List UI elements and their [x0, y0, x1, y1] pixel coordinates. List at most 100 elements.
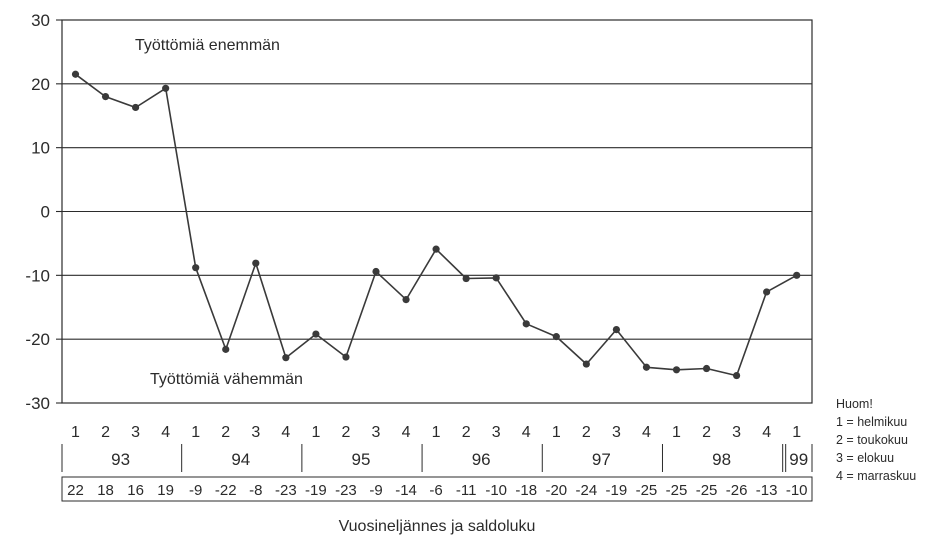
- year-label: 97: [592, 450, 611, 469]
- x-axis-table: 1 2 3 4 1 2 3 4 1 2 3 4 1 2 3 4 1 2 3 4 1 2 3 4 1 93 94 95 96 97 98 99 2…: [61, 424, 813, 502]
- saldo-value: -25: [636, 482, 658, 499]
- saldo-value: -20: [545, 482, 567, 499]
- year-label: 93: [111, 450, 130, 469]
- data-point: [432, 245, 440, 253]
- saldo-box: [61, 476, 813, 502]
- data-point: [763, 288, 771, 296]
- data-point: [312, 330, 320, 338]
- quarter-label: 3: [492, 424, 501, 441]
- saldo-value: -9: [189, 482, 202, 499]
- data-point: [402, 295, 410, 304]
- saldo-value: -6: [429, 482, 442, 499]
- quarter-label: 3: [732, 424, 741, 441]
- quarter-label: 2: [462, 424, 471, 441]
- note-item: 4 = marraskuu: [836, 469, 916, 483]
- saldo-value: -24: [576, 482, 598, 499]
- quarter-legend-note: Huom! 1 = helmikuu 2 = toukokuu 3 = elokuu 4…: [836, 397, 916, 483]
- saldo-value: -18: [515, 482, 537, 499]
- quarter-label: 2: [702, 424, 711, 441]
- quarter-label: 4: [281, 424, 290, 441]
- quarter-label: 3: [131, 424, 140, 441]
- quarter-label: 4: [642, 424, 651, 441]
- saldo-value: 22: [67, 482, 84, 499]
- saldo-value: -10: [786, 482, 808, 499]
- y-tick-label: 10: [31, 139, 50, 158]
- note-item: 2 = toukokuu: [836, 433, 908, 447]
- saldo-value: 19: [157, 482, 174, 499]
- data-point: [342, 353, 350, 361]
- y-tick-labels: 30 20 10 0 -10 -20 -30: [25, 11, 50, 413]
- year-label: 96: [472, 450, 491, 469]
- quarter-label: 3: [612, 424, 621, 441]
- quarter-label: 2: [582, 424, 591, 441]
- gridlines: [56, 19, 812, 404]
- saldo-value: -25: [666, 482, 688, 499]
- saldo-value: -23: [335, 482, 357, 499]
- saldo-value: -19: [305, 482, 327, 499]
- note-item: 1 = helmikuu: [836, 415, 907, 429]
- year-label: 99: [789, 450, 808, 469]
- y-tick-label: 30: [31, 11, 50, 30]
- data-point: [71, 70, 80, 78]
- quarter-label: 1: [432, 424, 441, 441]
- annotation-more-unemployed: Työttömiä enemmän: [135, 37, 280, 54]
- data-point: [462, 274, 470, 283]
- data-point: [552, 333, 560, 341]
- quarter-label: 3: [372, 424, 381, 441]
- quarter-label: 3: [251, 424, 260, 441]
- data-point: [192, 264, 200, 272]
- data-point: [612, 325, 621, 334]
- quarter-label: 1: [552, 424, 561, 441]
- axes: [61, 19, 813, 404]
- data-point: [702, 364, 711, 373]
- saldo-value: -11: [456, 482, 477, 499]
- quarter-label: 1: [792, 424, 801, 441]
- note-item: 3 = elokuu: [836, 451, 894, 465]
- series-line: [75, 73, 798, 377]
- data-point: [492, 274, 500, 282]
- data-point: [252, 259, 260, 267]
- data-point: [132, 103, 140, 112]
- quarter-label: 1: [191, 424, 200, 441]
- data-point: [793, 271, 801, 279]
- data-point: [282, 354, 290, 362]
- data-point: [162, 84, 170, 92]
- saldo-value: -25: [696, 482, 718, 499]
- year-label: 98: [712, 450, 731, 469]
- saldo-value: -19: [606, 482, 628, 499]
- quarter-label: 4: [522, 424, 531, 441]
- data-point: [642, 363, 651, 371]
- quarter-label: 1: [672, 424, 681, 441]
- data-series: [71, 70, 801, 380]
- year-label: 95: [352, 450, 371, 469]
- quarter-label: 1: [71, 424, 80, 441]
- data-point: [582, 360, 590, 368]
- quarter-label: 2: [101, 424, 110, 441]
- data-point: [372, 267, 380, 276]
- quarter-label: 4: [762, 424, 771, 441]
- saldo-value: -23: [275, 482, 297, 499]
- year-label: 94: [231, 450, 250, 469]
- saldo-value: -13: [756, 482, 778, 499]
- quarter-label: 4: [161, 424, 170, 441]
- y-tick-label: -30: [25, 394, 50, 413]
- saldo-value: -10: [485, 482, 507, 499]
- y-tick-label: 20: [31, 75, 50, 94]
- data-point: [101, 93, 110, 101]
- y-tick-label: -10: [25, 266, 50, 285]
- y-tick-label: 0: [41, 203, 50, 222]
- x-axis-label: Vuosineljännes ja saldoluku: [339, 518, 536, 535]
- plot-frame: [61, 19, 813, 404]
- data-point: [522, 320, 530, 328]
- saldo-value: -26: [726, 482, 748, 499]
- saldo-value: -8: [249, 482, 262, 499]
- saldo-value: -14: [395, 482, 417, 499]
- data-point: [672, 366, 681, 374]
- saldo-value: 16: [127, 482, 144, 499]
- quarter-label: 2: [221, 424, 230, 441]
- saldo-value: -9: [369, 482, 382, 499]
- data-point: [222, 345, 230, 353]
- y-tick-label: -20: [25, 330, 50, 349]
- note-title: Huom!: [836, 397, 873, 411]
